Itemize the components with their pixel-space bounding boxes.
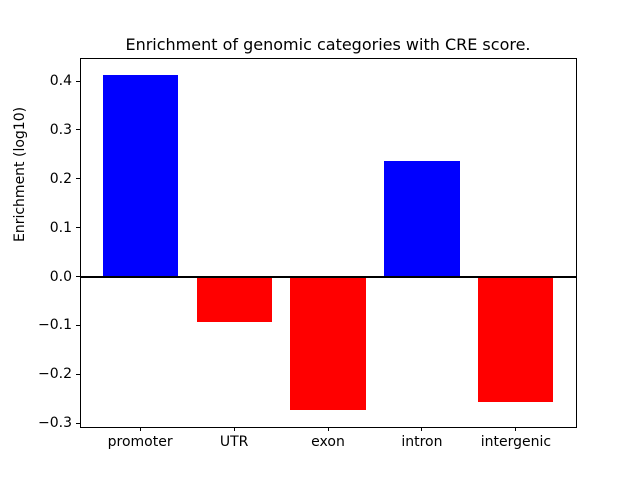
bar-exon: [290, 276, 366, 410]
y-tick-mark: [76, 324, 80, 326]
y-tick-mark: [76, 227, 80, 229]
y-tick-mark: [76, 276, 80, 277]
y-tick-label: −0.1: [38, 317, 72, 334]
y-tick-label: 0.3: [49, 121, 72, 138]
y-tick-label: 0.2: [49, 170, 72, 187]
x-tick-label: exon: [311, 434, 345, 450]
x-tick-label: intron: [401, 434, 443, 450]
y-tick-mark: [76, 422, 80, 424]
y-tick-mark: [76, 178, 80, 180]
x-tick-label: intergenic: [480, 434, 552, 450]
chart-title: Enrichment of genomic categories with CR…: [125, 35, 531, 54]
y-tick-label: −0.2: [38, 366, 72, 383]
bar-intron: [384, 161, 460, 277]
x-tick-mark: [233, 427, 235, 431]
y-tick-label: 0.0: [49, 268, 72, 285]
y-tick-mark: [76, 373, 80, 375]
bar-UTR: [196, 276, 272, 322]
x-tick-mark: [139, 427, 141, 431]
bar-promoter: [102, 74, 178, 277]
x-tick-label: promoter: [107, 434, 173, 450]
zero-line: [80, 275, 576, 278]
y-tick-label: 0.4: [49, 73, 72, 89]
x-tick-label: UTR: [219, 434, 249, 450]
bar-intergenic: [478, 276, 554, 402]
y-tick-label: −0.3: [38, 415, 72, 432]
x-tick-mark: [327, 427, 329, 431]
x-tick-mark: [421, 427, 423, 431]
y-tick-label: 0.1: [49, 219, 72, 236]
x-tick-mark: [515, 427, 517, 431]
y-tick-mark: [76, 129, 80, 131]
y-tick-mark: [76, 80, 80, 82]
